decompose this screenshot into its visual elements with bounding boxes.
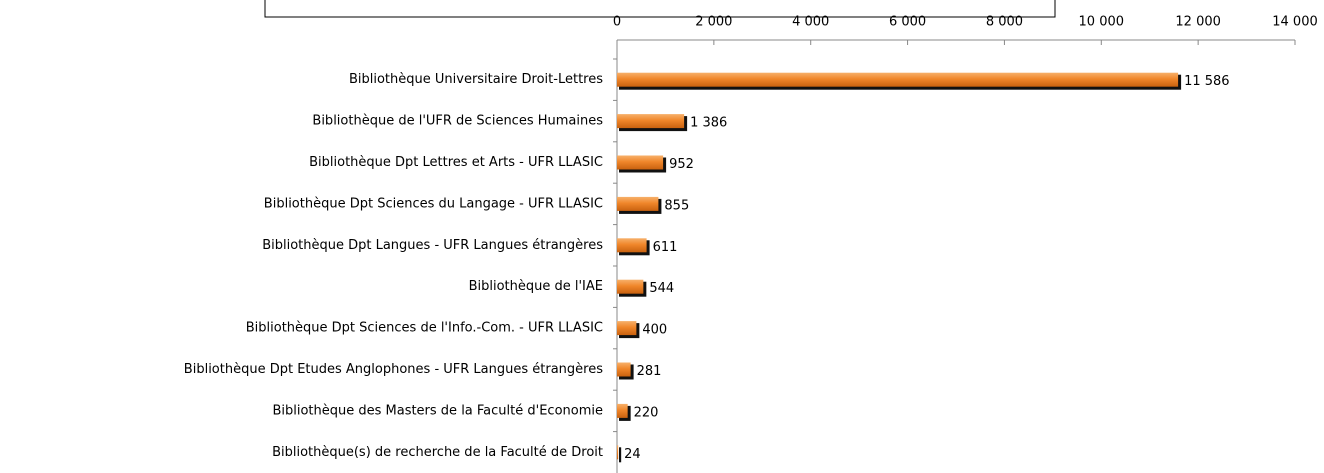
x-tick-label: 14 000 (1272, 15, 1318, 30)
bar (617, 279, 644, 294)
bar-shadow (619, 447, 622, 463)
x-tick-label: 12 000 (1175, 15, 1221, 30)
value-label: 1 386 (690, 116, 727, 131)
x-tick-label: 10 000 (1079, 15, 1125, 30)
value-label: 855 (664, 198, 689, 213)
value-label: 611 (653, 240, 678, 255)
x-tick-label: 2 000 (695, 15, 732, 30)
bar (617, 445, 619, 460)
y-tick-label: Bibliothèque Dpt Etudes Anglophones - UF… (184, 362, 603, 377)
bar (617, 238, 647, 253)
bar (617, 403, 628, 418)
x-tick-label: 0 (613, 15, 621, 30)
x-tick-label: 6 000 (889, 15, 926, 30)
y-tick-label: Bibliothèque Dpt Sciences du Langage - U… (264, 196, 603, 211)
bar (617, 155, 664, 170)
y-tick-label: Bibliothèque des Masters de la Faculté d… (272, 403, 603, 418)
value-label: 544 (649, 281, 674, 296)
y-tick-label: Bibliothèque(s) de recherche de la Facul… (272, 445, 603, 460)
bar (617, 362, 631, 377)
bar (617, 196, 659, 211)
y-tick-label: Bibliothèque Dpt Lettres et Arts - UFR L… (309, 155, 603, 170)
bar (617, 72, 1179, 87)
title-box (264, 0, 1056, 18)
value-label: 11 586 (1184, 74, 1230, 89)
value-label: 220 (634, 405, 659, 420)
value-label: 24 (624, 447, 641, 462)
value-label: 281 (637, 364, 662, 379)
y-tick-label: Bibliothèque de l'UFR de Sciences Humain… (312, 114, 603, 129)
value-label: 952 (669, 157, 694, 172)
y-tick-label: Bibliothèque Dpt Langues - UFR Langues é… (262, 238, 603, 253)
x-tick-label: 8 000 (986, 15, 1023, 30)
bar (617, 114, 685, 129)
y-tick-label: Bibliothèque Dpt Sciences de l'Info.-Com… (246, 321, 603, 336)
bar (617, 321, 637, 336)
value-label: 400 (642, 323, 667, 338)
y-tick-label: Bibliothèque Universitaire Droit-Lettres (349, 72, 603, 87)
x-tick-label: 4 000 (792, 15, 829, 30)
y-tick-label: Bibliothèque de l'IAE (469, 279, 603, 294)
